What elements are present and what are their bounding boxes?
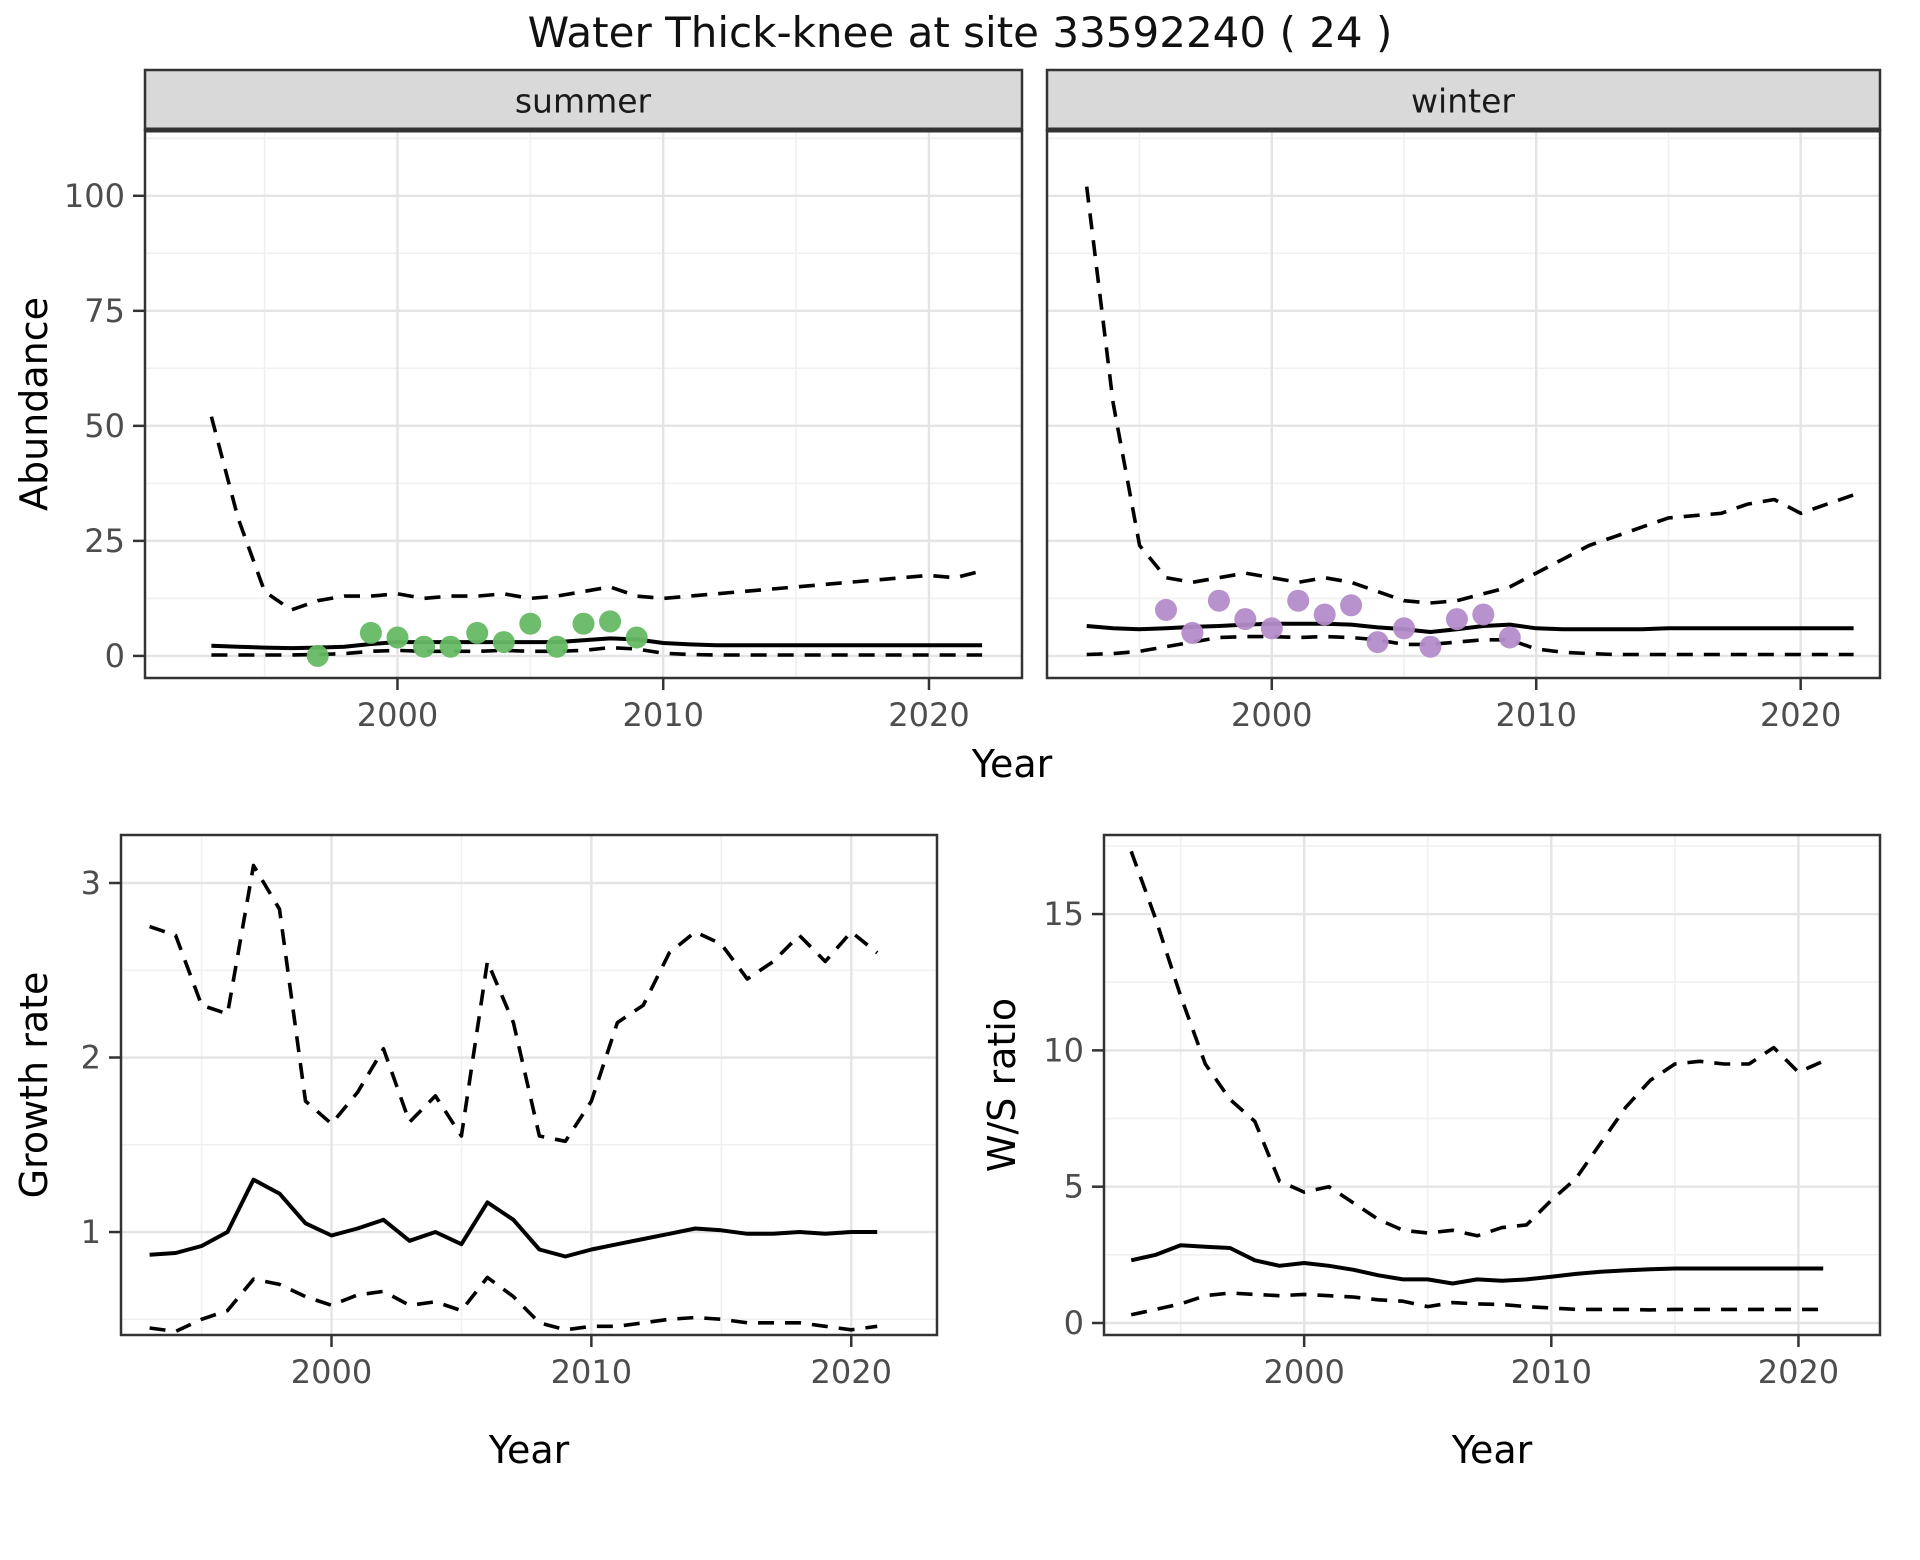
observation-point — [1340, 594, 1363, 617]
x-tick-label: 2020 — [888, 696, 969, 734]
y-tick-label: 100 — [64, 177, 125, 215]
y-tick-label: 3 — [81, 864, 101, 902]
median-line — [1086, 621, 1854, 634]
observation-point — [572, 612, 595, 635]
y-axis-title-growth-rate: Growth rate — [12, 971, 56, 1199]
observation-point — [1181, 621, 1204, 644]
observation-point — [492, 631, 515, 654]
median-line — [1130, 1243, 1824, 1286]
x-tick-label: 2010 — [551, 1353, 632, 1391]
panel-border — [119, 833, 939, 1337]
y-axis-title-ws-ratio: W/S ratio — [980, 997, 1024, 1173]
x-axis-title-year-growth: Year — [488, 1428, 570, 1472]
y-tick-label: 2 — [81, 1039, 101, 1077]
panel-ws-ratio: 2000 2010 2020 0 5 10 15 — [1043, 833, 1882, 1391]
panel-background — [1047, 130, 1880, 678]
y-tick-label: 5 — [1064, 1168, 1084, 1206]
observation-point — [599, 610, 622, 633]
upper-ci-line — [149, 863, 879, 1144]
observation-point — [1445, 608, 1468, 631]
upper-ci-line — [209, 416, 983, 612]
observation-point — [1260, 617, 1283, 640]
observation-point — [1313, 603, 1336, 626]
observation-point — [1472, 603, 1495, 626]
y-tick-label: 15 — [1043, 895, 1084, 933]
x-tick-label: 2020 — [1758, 1353, 1839, 1391]
observation-point — [359, 621, 382, 644]
observation-point — [413, 635, 435, 658]
x-tick-label: 2000 — [291, 1353, 372, 1391]
x-tick-label: 2000 — [1231, 696, 1312, 734]
observation-point — [439, 635, 462, 658]
observation-point — [519, 612, 542, 635]
y-tick-label: 0 — [105, 637, 125, 675]
panel-abundance-winter: 2000 2010 2020 — [1045, 68, 1882, 734]
facet-strip-label-winter: winter — [1411, 81, 1515, 121]
upper-ci-line — [1084, 186, 1855, 605]
observation-point — [1155, 598, 1177, 621]
y-tick-label: 50 — [84, 407, 125, 445]
observation-point — [545, 635, 568, 658]
observation-point — [386, 626, 409, 649]
panel-abundance-summer: 2000 2010 2020 0 25 50 75 100 — [64, 68, 1024, 734]
x-tick-label: 2000 — [357, 696, 438, 734]
median-line — [149, 1177, 878, 1259]
x-axis-title-year-top: Year — [971, 742, 1053, 786]
observation-point — [1287, 589, 1310, 612]
y-tick-label: 0 — [1064, 1304, 1084, 1342]
observation-point — [1234, 608, 1257, 631]
figure-title: Water Thick-knee at site 33592240 ( 24 ) — [527, 8, 1393, 57]
panel-border — [1102, 833, 1882, 1337]
y-tick-label: 25 — [84, 522, 125, 560]
lower-ci-line — [1086, 634, 1854, 657]
y-tick-label: 1 — [81, 1213, 101, 1251]
upper-ci-line — [1129, 850, 1824, 1238]
panel-growth-rate: 2000 2010 2020 1 2 3 — [81, 833, 939, 1391]
observation-point — [1366, 631, 1389, 654]
median-line — [211, 636, 983, 651]
observation-point — [466, 621, 489, 644]
observation-point — [1393, 617, 1415, 640]
facet-strip-label-summer: summer — [514, 81, 652, 121]
facet-strip — [143, 68, 1024, 132]
observation-point — [1419, 635, 1442, 658]
observation-point — [1207, 589, 1230, 612]
lower-ci-line — [149, 1275, 878, 1334]
x-axis-title-year-ws: Year — [1451, 1428, 1533, 1472]
observation-point — [306, 644, 329, 667]
x-tick-label: 2020 — [1760, 696, 1841, 734]
x-tick-label: 2000 — [1263, 1353, 1344, 1391]
y-axis-title-abundance: Abundance — [12, 296, 56, 512]
observation-point — [1498, 626, 1521, 649]
x-tick-label: 2010 — [623, 696, 704, 734]
y-tick-label: 10 — [1043, 1031, 1084, 1069]
x-tick-label: 2020 — [811, 1353, 892, 1391]
lower-ci-line — [1130, 1291, 1824, 1317]
x-tick-label: 2010 — [1511, 1353, 1592, 1391]
x-tick-label: 2010 — [1496, 696, 1577, 734]
observation-point — [625, 626, 648, 649]
panel-background — [145, 130, 1022, 678]
lower-ci-line — [211, 645, 983, 657]
y-tick-label: 75 — [84, 292, 125, 330]
